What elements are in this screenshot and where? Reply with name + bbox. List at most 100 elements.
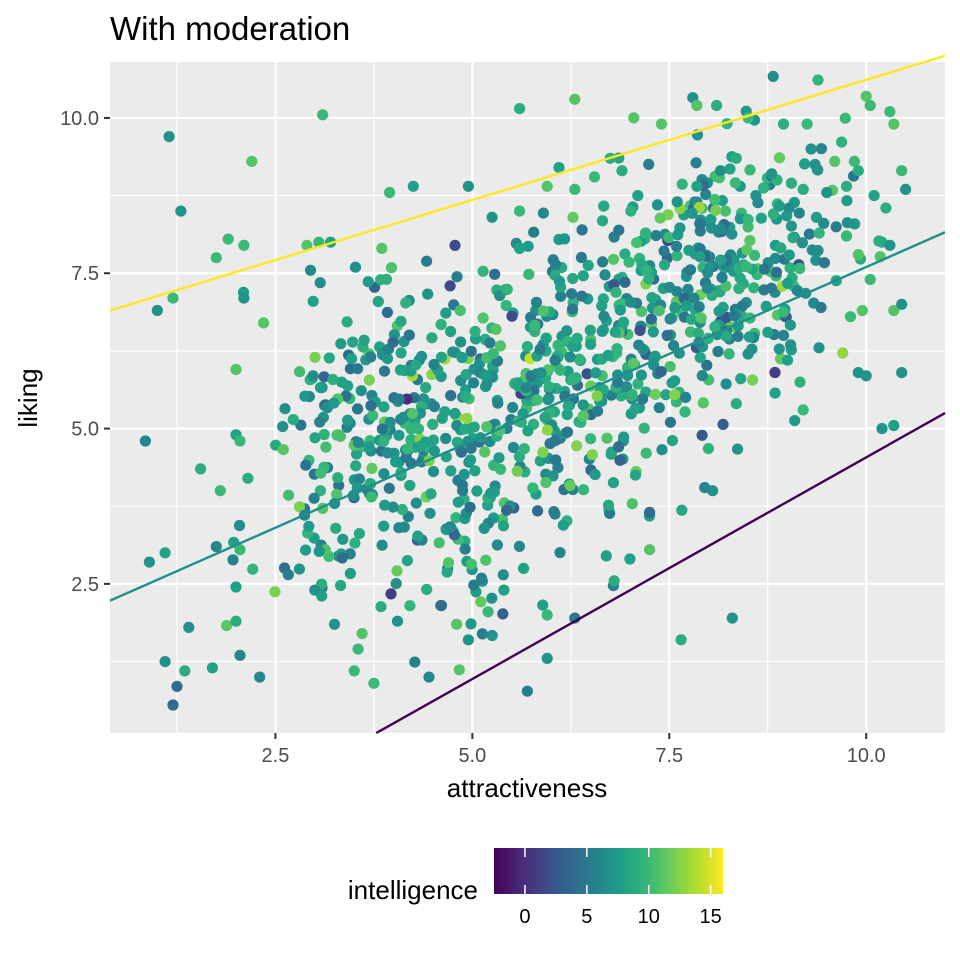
data-point-1105 [896,165,908,177]
data-point-777 [641,264,653,277]
data-point-1113 [632,190,644,202]
data-point-1084 [888,304,900,317]
data-point-1074 [726,612,738,624]
data-point-866 [810,254,822,266]
data-point-1095 [801,118,813,130]
data-point-286 [468,377,480,389]
data-point-1029 [139,435,151,447]
data-point-16 [279,403,291,415]
data-point-497 [535,367,547,379]
data-point-57 [314,382,327,394]
data-point-1063 [541,652,553,665]
data-point-303 [476,572,488,584]
data-point-1066 [600,550,612,562]
data-point-553 [559,233,571,245]
data-point-247 [491,539,503,551]
data-point-1005 [163,131,175,143]
data-point-969 [335,338,347,350]
data-point-493 [552,339,564,351]
data-point-854 [839,112,851,124]
data-point-1110 [553,162,565,174]
data-point-970 [342,380,354,392]
data-point-474 [537,446,549,458]
data-point-997 [349,537,361,549]
data-point-118 [421,583,433,596]
data-point-243 [450,512,462,524]
data-point-879 [784,262,796,274]
data-point-633 [613,441,625,453]
data-point-143 [378,435,390,447]
data-point-872 [841,195,853,207]
data-point-673 [669,389,681,401]
data-point-1129 [864,273,876,286]
data-point-1054 [368,677,380,689]
data-point-634 [577,484,590,496]
data-point-804 [777,329,790,341]
data-point-950 [304,264,317,276]
data-point-88 [401,555,413,567]
data-point-501 [597,256,609,268]
data-point-935 [759,263,771,275]
data-point-186 [358,334,370,346]
data-point-662 [602,349,614,361]
data-point-21 [314,485,326,497]
x-tick-label-2: 7.5 [655,745,683,767]
data-point-314 [442,557,455,569]
data-point-1031 [159,547,171,559]
data-point-48 [307,295,319,307]
data-point-282 [468,579,480,591]
data-point-1049 [309,584,321,596]
data-point-233 [464,454,477,466]
data-point-374 [554,547,566,559]
data-point-1057 [435,600,447,612]
data-point-943 [365,400,377,412]
data-point-1059 [462,634,474,646]
data-point-669 [589,469,601,481]
data-point-488 [577,399,589,411]
data-point-1108 [588,171,601,183]
chart-title: With moderation [110,10,350,47]
data-point-873 [769,252,782,264]
data-point-987 [233,519,246,532]
data-point-544 [640,227,652,239]
data-point-115 [405,434,417,446]
data-point-312 [489,268,501,280]
data-point-237 [465,442,477,454]
data-point-578 [636,393,649,405]
data-point-101 [396,503,408,516]
data-point-137 [363,441,375,453]
data-point-498 [529,319,541,331]
data-point-785 [663,231,675,244]
data-point-169 [366,462,378,474]
legend-tick-label-3: 15 [699,906,721,928]
legend-title: intelligence [348,875,478,905]
data-point-1098 [829,155,841,167]
data-point-157 [383,482,395,494]
data-point-914 [695,312,707,324]
y-axis-ticks: 2.5 5.0 7.5 10.0 [60,108,110,596]
data-point-628 [614,454,626,466]
data-point-1088 [762,326,774,338]
legend-tick-label-0: 0 [519,906,530,928]
data-point-621 [635,306,648,318]
fit-line-0 [109,54,946,312]
data-point-617 [631,237,643,249]
data-point-149 [393,429,405,441]
data-point-1012 [167,292,179,304]
data-point-1042 [230,615,242,627]
data-point-610 [645,313,658,325]
data-point-1019 [301,239,313,251]
data-point-1128 [852,249,864,261]
data-point-1087 [797,404,809,416]
data-point-929 [758,182,770,194]
data-point-642 [629,469,642,481]
data-point-904 [702,267,714,279]
data-point-984 [269,586,281,598]
data-point-659 [634,324,646,336]
data-point-1015 [238,239,250,251]
data-point-836 [741,244,753,256]
data-point-922 [818,217,830,229]
data-point-867 [813,227,825,239]
data-point-1028 [514,242,526,254]
data-point-1132 [884,239,896,251]
